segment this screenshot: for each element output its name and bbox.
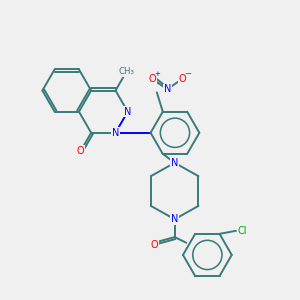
Text: N: N xyxy=(112,128,119,138)
Text: N: N xyxy=(171,214,178,224)
Text: +: + xyxy=(154,71,160,77)
Text: N: N xyxy=(124,107,131,117)
Text: N: N xyxy=(171,158,178,168)
Text: O: O xyxy=(151,240,159,250)
Text: O: O xyxy=(148,74,156,84)
Text: N: N xyxy=(164,84,171,94)
Text: O: O xyxy=(77,146,85,156)
Text: CH₃: CH₃ xyxy=(119,67,135,76)
Text: O: O xyxy=(178,74,186,84)
Text: Cl: Cl xyxy=(238,226,247,236)
Text: −: − xyxy=(184,69,191,78)
